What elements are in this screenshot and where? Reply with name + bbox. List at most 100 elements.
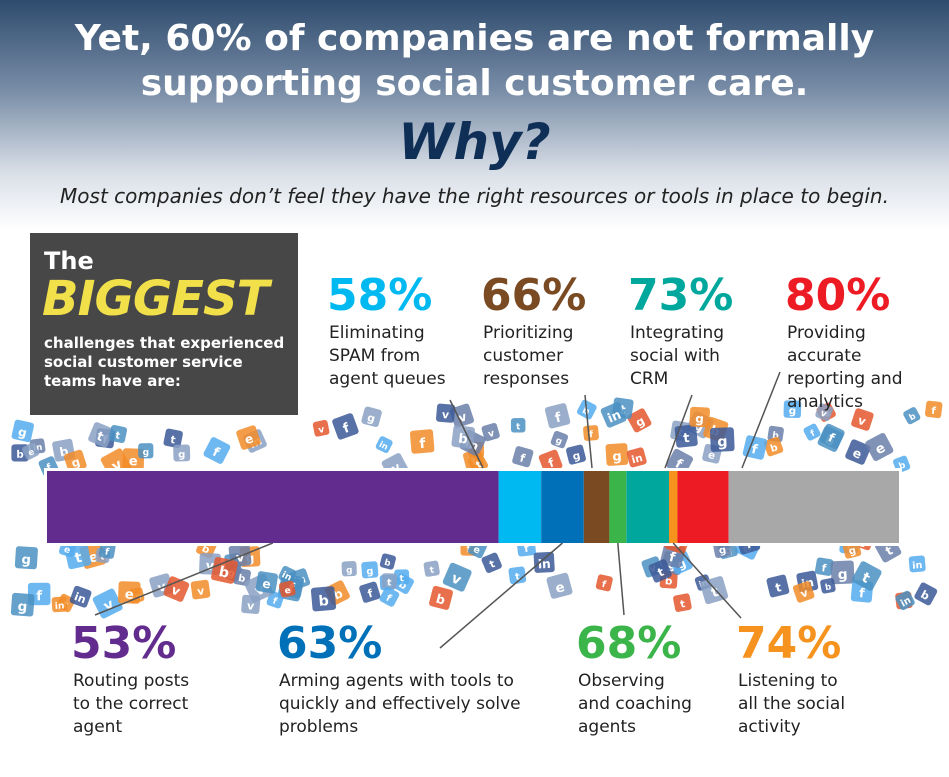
social-icon: g <box>783 400 802 419</box>
social-icon: e <box>546 572 573 599</box>
social-icon: b <box>379 553 396 570</box>
svg-text:v: v <box>196 584 205 598</box>
stat-label: Routing posts to the correct agent <box>73 670 189 739</box>
stat-percent: 58% <box>327 270 433 321</box>
stat-label-line: SPAM from <box>329 346 421 366</box>
svg-text:b: b <box>908 412 918 424</box>
social-icon: g <box>11 419 35 443</box>
subtitle: Most companies don’t feel they have the … <box>60 184 889 208</box>
social-icon: t <box>394 569 410 585</box>
social-icon: in <box>278 565 297 584</box>
svg-text:v: v <box>318 425 326 436</box>
social-icon: f <box>332 413 359 440</box>
box-desc-line: challenges that experienced <box>44 334 285 352</box>
social-icon: in <box>908 555 926 573</box>
svg-text:f: f <box>341 421 352 437</box>
stat-label-line: Observing <box>578 671 665 691</box>
social-icon: t <box>108 424 128 444</box>
svg-text:t: t <box>387 577 392 588</box>
social-icon: b <box>820 578 836 594</box>
bar-segment-68pct <box>609 471 627 543</box>
social-icon: e <box>845 439 871 465</box>
social-icon: b <box>211 557 238 584</box>
box-biggest-text: BIGGEST <box>42 271 269 327</box>
stat-label-line: agent <box>73 717 123 737</box>
social-icon: v <box>312 419 330 437</box>
svg-text:b: b <box>217 564 230 582</box>
social-icon: e <box>255 571 278 594</box>
stat-label: Observing and coaching agents <box>578 670 692 739</box>
social-icon: b <box>903 407 921 425</box>
social-icon: v <box>815 403 834 422</box>
svg-text:b: b <box>665 575 673 587</box>
bar-segment-53pct <box>47 471 499 543</box>
svg-text:in: in <box>899 595 913 610</box>
stat-label: Listening to all the social activity <box>738 670 845 739</box>
bar-segment-74pct <box>669 471 678 543</box>
social-icon: b <box>429 585 453 610</box>
social-icon: b <box>914 582 938 606</box>
svg-text:g: g <box>17 425 28 441</box>
social-icon: g <box>566 444 586 465</box>
svg-text:t: t <box>683 431 691 447</box>
svg-text:f: f <box>45 462 54 474</box>
social-icon: g <box>627 408 652 433</box>
social-icon: f <box>512 446 534 468</box>
svg-text:g: g <box>17 599 28 616</box>
bar-segment-80pct <box>677 471 729 543</box>
bar-segment-63pct <box>541 471 584 543</box>
social-icon: v <box>481 423 500 442</box>
svg-text:g: g <box>554 436 563 448</box>
svg-text:in: in <box>605 407 623 426</box>
stat-label-line: accurate <box>787 346 862 366</box>
social-icon: f <box>203 437 231 464</box>
stat-label: Prioritizing customer responses <box>483 322 573 391</box>
svg-text:f: f <box>36 588 42 604</box>
svg-text:in: in <box>280 570 293 583</box>
social-icon: f <box>803 423 821 441</box>
svg-text:f: f <box>668 550 677 566</box>
svg-text:f: f <box>750 442 759 458</box>
svg-text:g: g <box>718 545 727 557</box>
svg-text:g: g <box>70 454 82 470</box>
social-icon: in <box>626 447 647 468</box>
svg-text:in: in <box>630 452 644 466</box>
social-icon: g <box>10 592 35 617</box>
svg-text:g: g <box>346 566 353 576</box>
svg-text:f: f <box>554 410 563 426</box>
svg-text:e: e <box>707 449 717 462</box>
stat-label-line: customer <box>483 346 564 366</box>
biggest-challenges-box: The BIGGEST challenges that experienced … <box>30 233 298 415</box>
svg-text:t: t <box>73 550 83 567</box>
social-icon: b <box>763 436 784 457</box>
svg-text:t: t <box>516 422 520 432</box>
svg-text:b: b <box>200 542 212 556</box>
svg-text:f: f <box>384 593 394 605</box>
stat-label-line: CRM <box>630 369 669 389</box>
svg-text:in: in <box>55 601 65 612</box>
svg-text:f: f <box>601 580 608 591</box>
social-icon: in <box>69 585 92 608</box>
stat-percent: 80% <box>785 270 891 321</box>
stat-percent: 63% <box>277 618 383 669</box>
svg-text:f: f <box>104 546 111 558</box>
social-icon: f <box>538 449 563 474</box>
svg-text:e: e <box>124 588 134 603</box>
social-icon: v <box>435 403 456 423</box>
stat-percent: 66% <box>481 270 587 321</box>
social-icon: v <box>792 581 815 603</box>
leader-line-80pct <box>741 371 781 469</box>
leader-line-63pct <box>439 542 563 649</box>
social-icon: t <box>510 418 526 433</box>
svg-text:in: in <box>33 443 44 454</box>
stat-label-line: Eliminating <box>329 323 425 343</box>
svg-text:b: b <box>16 449 23 461</box>
box-the-text: The <box>44 247 94 275</box>
svg-text:f: f <box>826 430 837 445</box>
svg-text:t: t <box>400 574 405 584</box>
svg-text:e: e <box>554 580 567 597</box>
social-icon: f <box>814 557 834 576</box>
stat-label: Arming agents with tools to quickly and e… <box>279 670 521 739</box>
social-icon: g <box>361 406 382 428</box>
